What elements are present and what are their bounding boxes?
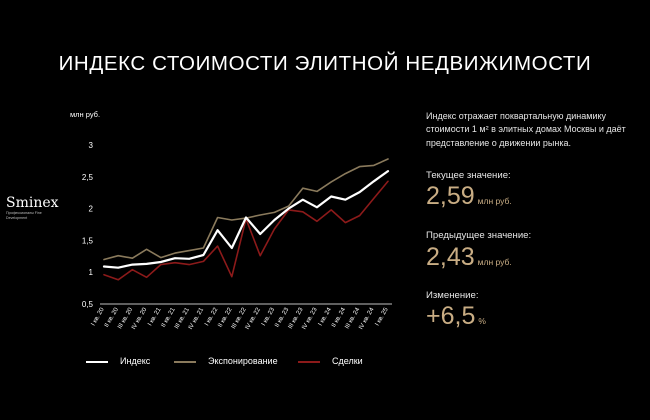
y-tick-label: 3 xyxy=(89,141,94,150)
y-tick-label: 0,5 xyxy=(82,300,94,309)
legend-label-index: Индекс xyxy=(120,356,151,366)
current-value-label: Текущее значение: xyxy=(426,170,511,181)
y-axis-unit-label: млн руб. xyxy=(70,110,100,119)
change-value-number: +6,5 xyxy=(426,302,476,330)
change-label: Изменение: xyxy=(426,290,479,301)
brand-logo: Sminex Профессионалы Fine Development xyxy=(6,196,59,220)
brand-tagline: Профессионалы Fine Development xyxy=(6,211,42,220)
index-series-line xyxy=(102,170,390,269)
legend-swatch-index xyxy=(86,361,108,363)
y-tick-label: 2 xyxy=(89,205,94,214)
index-description: Индекс отражает поквартальную динамику с… xyxy=(426,111,626,148)
legend-swatch-exposure xyxy=(174,361,196,363)
y-tick-label: 1,5 xyxy=(82,236,94,245)
y-tick-label: 2,5 xyxy=(82,173,94,182)
previous-value-unit: млн руб. xyxy=(477,257,512,267)
current-value-number: 2,59 xyxy=(426,182,475,210)
previous-value-label: Предыдущее значение: xyxy=(426,230,532,241)
legend-swatch-deals xyxy=(298,361,320,363)
previous-value: 2,43 млн руб. xyxy=(426,243,512,272)
x-tick-label: I кв. 25 xyxy=(374,306,390,327)
current-value: 2,59 млн руб. xyxy=(426,182,512,211)
info-panel: Индекс отражает поквартальную динамику с… xyxy=(426,110,646,330)
legend-label-exposure: Экспонирование xyxy=(208,356,278,366)
y-tick-label: 1 xyxy=(89,268,94,277)
deals-series-line xyxy=(103,180,389,281)
legend-label-deals: Сделки xyxy=(332,356,363,366)
change-value: +6,5% xyxy=(426,302,486,331)
current-value-unit: млн руб. xyxy=(477,196,512,206)
previous-value-number: 2,43 xyxy=(426,243,475,271)
brand-name: Sminex xyxy=(6,195,59,211)
change-value-unit: % xyxy=(478,316,486,326)
exposure-series-line xyxy=(103,158,389,261)
page-title: ИНДЕКС СТОИМОСТИ ЭЛИТНОЙ НЕДВИЖИМОСТИ xyxy=(58,52,592,75)
